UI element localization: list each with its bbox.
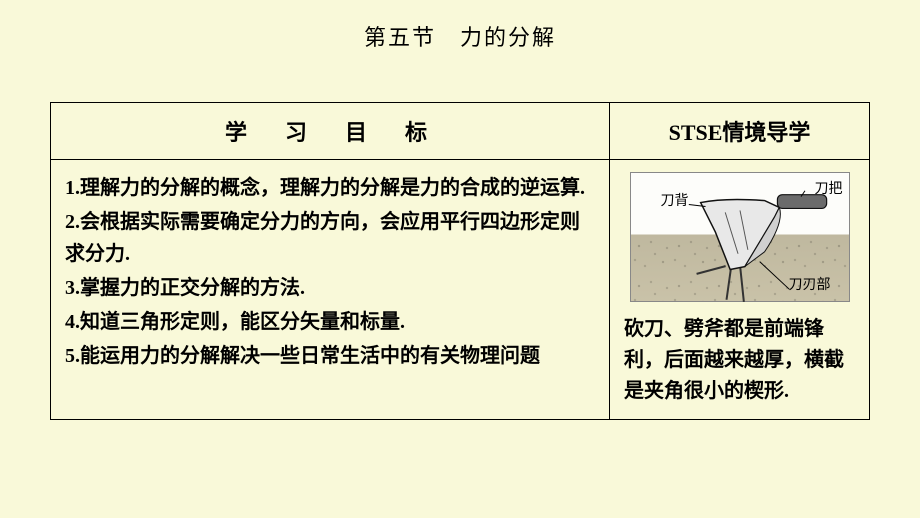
- label-handle: 刀把: [815, 179, 843, 201]
- objective-item: 3.掌握力的正交分解的方法.: [65, 272, 595, 304]
- objective-item: 1.理解力的分解的概念，理解力的分解是力的合成的逆运算.: [65, 172, 595, 204]
- label-edge: 刀刃部: [789, 275, 831, 297]
- knife-diagram: 刀把 刀背 刀刃部: [630, 172, 850, 302]
- context-cell: 刀把 刀背 刀刃部 砍刀、劈斧都是前端锋利，后面越来越厚，横截是夹角很小的楔形.: [610, 160, 870, 420]
- objectives-cell: 1.理解力的分解的概念，理解力的分解是力的合成的逆运算. 2.会根据实际需要确定…: [51, 160, 610, 420]
- objective-item: 5.能运用力的分解解决一些日常生活中的有关物理问题: [65, 340, 595, 372]
- header-context: STSE情境导学: [610, 103, 870, 160]
- objective-item: 2.会根据实际需要确定分力的方向，会应用平行四边形定则求分力.: [65, 206, 595, 270]
- objective-item: 4.知道三角形定则，能区分矢量和标量.: [65, 306, 595, 338]
- label-back: 刀背: [661, 191, 689, 213]
- context-text: 砍刀、劈斧都是前端锋利，后面越来越厚，横截是夹角很小的楔形.: [624, 314, 855, 407]
- header-objectives: 学 习 目 标: [51, 103, 610, 160]
- content-table: 学 习 目 标 STSE情境导学 1.理解力的分解的概念，理解力的分解是力的合成…: [50, 102, 870, 420]
- page-title: 第五节 力的分解: [0, 20, 920, 52]
